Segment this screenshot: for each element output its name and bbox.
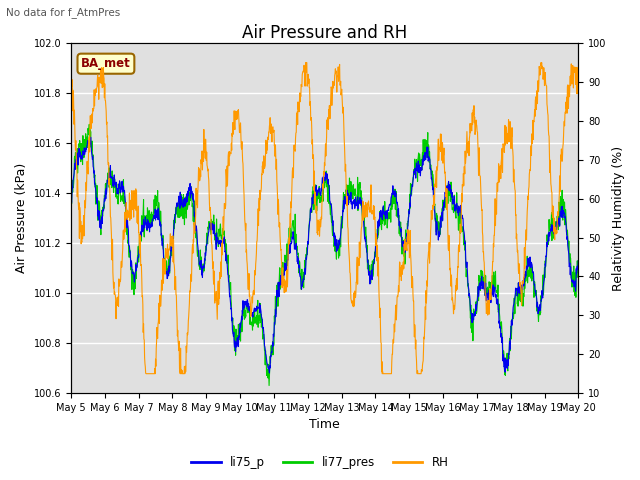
RH [237, 134, 244, 140]
RH [142, 371, 150, 377]
Y-axis label: Relativity Humidity (%): Relativity Humidity (%) [612, 145, 625, 291]
RH [180, 371, 188, 377]
li77_pres [85, 121, 93, 127]
li77_pres [515, 298, 523, 304]
li75_p [180, 199, 188, 204]
Text: BA_met: BA_met [81, 57, 131, 70]
li75_p [266, 370, 273, 376]
Line: li77_pres: li77_pres [71, 124, 579, 385]
li77_pres [470, 310, 478, 315]
li75_p [515, 286, 523, 291]
li77_pres [404, 223, 412, 229]
li77_pres [67, 192, 75, 198]
li77_pres [180, 210, 188, 216]
Line: RH: RH [71, 63, 579, 374]
li77_pres [265, 383, 273, 388]
RH [168, 243, 175, 249]
li75_p [575, 258, 582, 264]
Title: Air Pressure and RH: Air Pressure and RH [242, 24, 407, 42]
li75_p [87, 134, 95, 140]
RH [575, 84, 582, 90]
RH [404, 241, 412, 247]
RH [67, 80, 75, 86]
li75_p [404, 225, 412, 231]
X-axis label: Time: Time [309, 419, 340, 432]
li77_pres [168, 253, 175, 259]
Line: li75_p: li75_p [71, 137, 579, 373]
li75_p [168, 242, 175, 248]
RH [302, 60, 310, 66]
li75_p [67, 197, 75, 203]
RH [515, 271, 523, 276]
li77_pres [237, 320, 244, 325]
li75_p [470, 311, 478, 317]
RH [470, 103, 478, 108]
li77_pres [575, 264, 582, 270]
Legend: li75_p, li77_pres, RH: li75_p, li77_pres, RH [187, 452, 453, 474]
li75_p [237, 321, 244, 326]
Y-axis label: Air Pressure (kPa): Air Pressure (kPa) [15, 163, 28, 273]
Text: No data for f_AtmPres: No data for f_AtmPres [6, 7, 121, 18]
